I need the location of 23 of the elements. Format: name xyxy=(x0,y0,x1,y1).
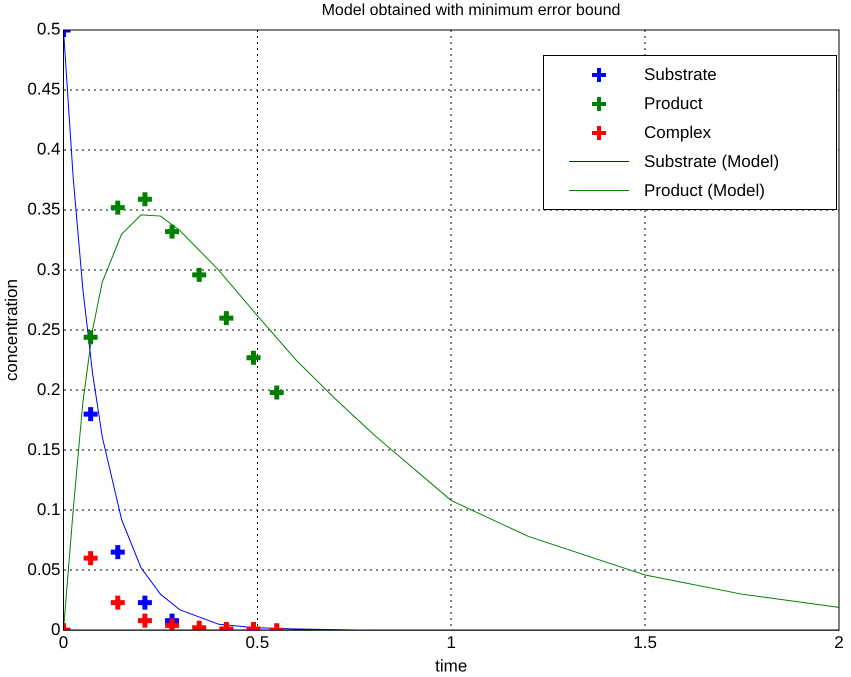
chart-title: Model obtained with minimum error bound xyxy=(320,2,622,20)
y-tick-label: 0 xyxy=(51,620,60,639)
legend-label: Substrate xyxy=(644,64,717,84)
y-axis-title: concentration xyxy=(2,279,21,382)
x-tick-label: 1.5 xyxy=(633,633,657,652)
legend-label: Product xyxy=(644,94,703,114)
y-tick-label: 0.05 xyxy=(27,560,60,579)
y-tick-label: 0.1 xyxy=(36,500,60,519)
y-tick-label: 0.3 xyxy=(36,260,60,279)
y-tick-label: 0.15 xyxy=(27,440,60,459)
y-tick-label: 0.25 xyxy=(27,320,60,339)
x-tick-label: 0.5 xyxy=(246,633,270,652)
y-tick-label: 0.45 xyxy=(27,80,60,99)
x-tick-label: 2 xyxy=(834,633,844,652)
legend-label: Complex xyxy=(644,122,712,142)
y-tick-label: 0.2 xyxy=(36,380,60,399)
legend-label: Product (Model) xyxy=(644,180,765,200)
y-tick-label: 0.4 xyxy=(36,140,60,159)
y-tick-label: 0.5 xyxy=(36,20,60,39)
legend-label: Substrate (Model) xyxy=(644,152,780,172)
x-tick-label: 1 xyxy=(446,633,456,652)
x-axis-title: time xyxy=(435,656,468,676)
y-tick-label: 0.35 xyxy=(27,200,60,219)
